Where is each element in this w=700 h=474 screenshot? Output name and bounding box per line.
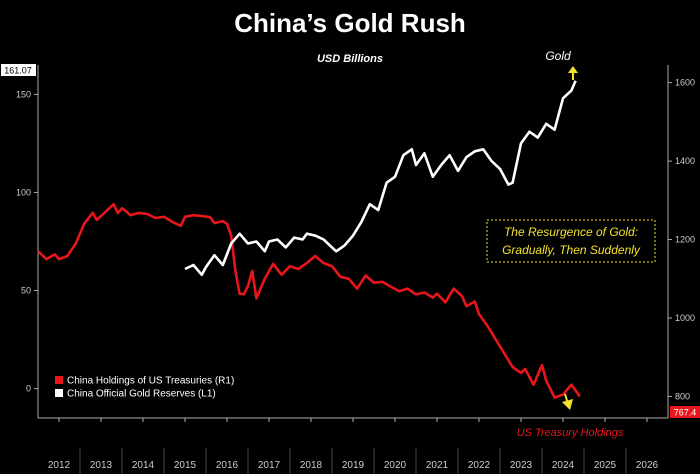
legend-swatch-gold <box>55 389 63 397</box>
x-tick-label: 2022 <box>468 460 491 471</box>
right-tick-label: 1600 <box>675 78 695 88</box>
left-tick-label: 150 <box>16 89 31 99</box>
left-last-value: 161.07 <box>4 66 32 76</box>
legend <box>50 371 262 401</box>
right-tick-label: 1000 <box>675 313 695 323</box>
right-last-value-tag <box>670 406 700 418</box>
resurgence-line-1: The Resurgence of Gold: <box>504 225 638 239</box>
resurgence-line-2: Gradually, Then Suddenly <box>502 243 641 257</box>
x-tick-label: 2024 <box>552 460 575 471</box>
left-axis-ticks: 150 100 50 0 <box>16 89 38 394</box>
x-tick-label: 2012 <box>48 460 71 471</box>
right-axis-ticks: 1600 1400 1200 1000 800 <box>668 78 695 401</box>
x-axis-ticks: 2012 2013 2014 2015 2016 2017 2018 2019 2020 2021… <box>48 418 659 474</box>
x-tick-label: 2015 <box>174 460 197 471</box>
series-layer <box>37 80 581 399</box>
chart-subtitle: USD Billions <box>317 53 383 65</box>
gold-annotation: Gold <box>545 49 571 63</box>
arrow-up-icon <box>568 66 578 80</box>
treasury-annotation: US Treasury Holdings <box>517 427 624 439</box>
left-tick-label: 50 <box>21 286 31 296</box>
series-line-us-treasuries <box>37 202 581 399</box>
legend-label-gold: China Official Gold Reserves (L1) <box>67 389 216 400</box>
right-last-value: 767.4 <box>674 408 697 418</box>
x-tick-label: 2021 <box>426 460 449 471</box>
resurgence-box <box>486 219 656 263</box>
left-tick-label: 0 <box>26 384 31 394</box>
x-tick-label: 2025 <box>594 460 617 471</box>
x-tick-label: 2020 <box>384 460 407 471</box>
x-tick-label: 2018 <box>300 460 323 471</box>
left-tick-label: 100 <box>16 187 31 197</box>
legend-swatch-treasuries <box>55 376 63 384</box>
x-tick-label: 2019 <box>342 460 365 471</box>
legend-label-treasuries: China Holdings of US Treasuries (R1) <box>67 376 234 387</box>
series-line-gold-reserves <box>184 80 577 277</box>
right-tick-label: 800 <box>675 391 690 401</box>
x-tick-label: 2016 <box>216 460 239 471</box>
arrow-down-icon <box>562 393 573 410</box>
x-tick-label: 2013 <box>90 460 113 471</box>
right-tick-label: 1200 <box>675 235 695 245</box>
x-tick-label: 2017 <box>258 460 281 471</box>
x-tick-label: 2014 <box>132 460 155 471</box>
chart-title: China’s Gold Rush <box>234 8 466 38</box>
left-last-value-tag <box>1 64 36 76</box>
x-tick-label: 2026 <box>636 460 659 471</box>
x-tick-label: 2023 <box>510 460 533 471</box>
right-tick-label: 1400 <box>675 156 695 166</box>
